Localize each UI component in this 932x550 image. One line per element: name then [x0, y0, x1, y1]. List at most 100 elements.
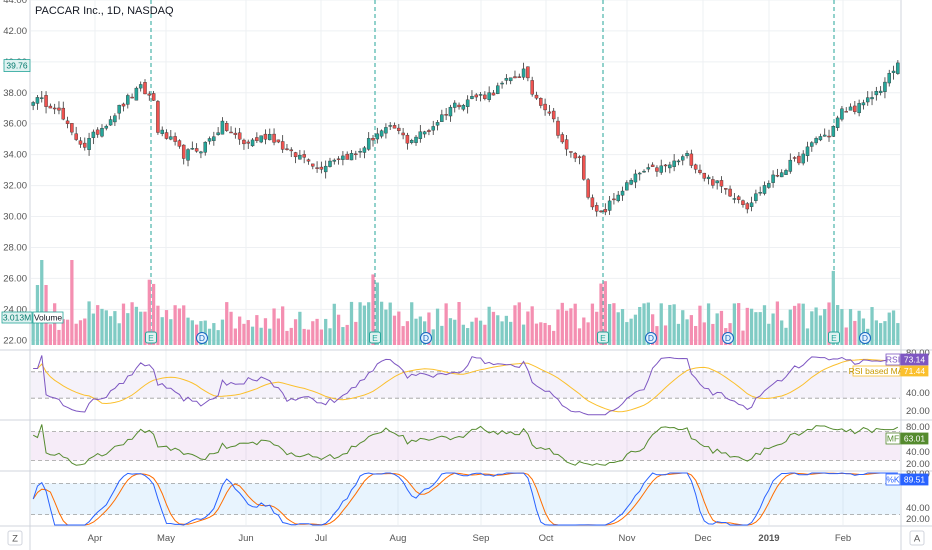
dividend-marker[interactable] — [420, 332, 432, 344]
volume-bar — [203, 320, 207, 345]
candle-body — [724, 188, 728, 190]
stoch-d-line — [32, 472, 898, 526]
candle-body — [100, 127, 104, 137]
candle-body — [616, 194, 620, 202]
volume-bar — [31, 314, 35, 345]
candle-body — [539, 98, 543, 106]
volume-bar — [414, 318, 418, 345]
candle-body — [599, 210, 603, 213]
candle-body — [414, 136, 418, 143]
volume-bar — [500, 321, 504, 345]
candle-body — [293, 152, 298, 158]
candle-body — [483, 94, 487, 99]
candle-body — [117, 104, 121, 114]
earnings-marker[interactable] — [828, 331, 840, 344]
volume-bar — [642, 303, 646, 345]
volume-bar — [448, 318, 453, 345]
volume-bar — [814, 307, 818, 345]
volume-bar — [431, 329, 435, 345]
volume-bar — [194, 324, 199, 345]
candle-body — [487, 92, 491, 100]
volume-bar — [319, 329, 324, 345]
candle-body — [508, 77, 513, 82]
volume-bar — [715, 313, 719, 345]
volume-bar — [53, 303, 57, 345]
candle-body — [422, 131, 427, 135]
candle-body — [151, 93, 156, 101]
time-tick-label: Oct — [539, 533, 554, 544]
volume-bar — [263, 318, 268, 345]
volume-bar — [835, 305, 840, 345]
candle-body — [891, 70, 896, 73]
volume-bar — [362, 305, 367, 345]
volume-bar — [48, 324, 52, 345]
stoch-tick-label: 40.00 — [906, 503, 930, 514]
candle-body — [427, 130, 431, 132]
candle-body — [745, 203, 750, 210]
time-axis: Apr May Jun Jul Aug Sep Oct Nov Dec 2019 Feb — [88, 533, 852, 544]
indicator-value-label: 73.14 — [904, 355, 926, 365]
earnings-marker[interactable] — [597, 331, 609, 344]
dividend-marker[interactable] — [859, 332, 871, 344]
volume-bar — [207, 328, 212, 345]
earnings-marker[interactable] — [369, 331, 381, 344]
candle-body — [74, 133, 78, 140]
volume-bar — [156, 305, 160, 345]
candle-body — [31, 102, 35, 106]
volume-bar — [457, 301, 461, 345]
zoom-button[interactable] — [7, 530, 23, 546]
dividend-marker[interactable] — [645, 332, 657, 344]
candle-body — [147, 93, 152, 96]
volume-bar — [276, 318, 280, 345]
rsi-line — [33, 355, 898, 416]
candle-body — [827, 135, 831, 138]
price-tick-label: 44.00 — [3, 0, 27, 6]
volume-bar — [737, 303, 741, 345]
volume-bar — [281, 306, 285, 345]
candle-body — [52, 107, 57, 110]
volume-bar — [771, 313, 775, 345]
candle-body — [143, 82, 147, 95]
volume-bar — [582, 317, 586, 345]
volume-bar — [302, 328, 306, 345]
candle-body — [771, 174, 775, 183]
candle-body — [285, 148, 289, 150]
candle-body — [676, 160, 681, 163]
volume-bar — [349, 301, 354, 345]
candle-body — [573, 152, 577, 159]
volume-bar — [285, 330, 289, 345]
dividend-marker[interactable] — [722, 332, 734, 344]
candle-body — [749, 202, 754, 207]
candle-body — [521, 68, 526, 78]
candle-body — [199, 151, 203, 154]
volume-bar — [113, 311, 117, 345]
candle-body — [418, 131, 423, 139]
dividend-marker[interactable] — [196, 332, 208, 344]
stoch-band — [31, 483, 900, 515]
candle-body — [612, 198, 616, 201]
time-tick-label: Feb — [835, 533, 851, 544]
mfi-tick-label: 40.00 — [906, 447, 930, 458]
volume-bar — [685, 319, 689, 345]
candle-body — [526, 66, 530, 79]
candle-body — [500, 82, 504, 85]
candle-body — [87, 138, 91, 150]
dividend-marker-label: D — [648, 333, 654, 343]
volume-bar — [160, 317, 164, 345]
volume-bar — [164, 310, 169, 345]
auto-scale-button[interactable] — [909, 530, 925, 546]
mfi-tick-label: 80.00 — [906, 422, 930, 433]
volume-bar — [504, 315, 509, 345]
earnings-marker[interactable] — [145, 331, 157, 344]
indicator-name-label: MF — [887, 434, 899, 444]
volume-bar — [857, 310, 861, 345]
volume-bar — [848, 309, 853, 345]
volume-bar — [74, 323, 78, 345]
price-tick-label: 32.00 — [3, 181, 27, 192]
volume-value-label: 3.013M — [3, 313, 31, 323]
volume-bar — [539, 322, 543, 345]
time-tick-label: Nov — [619, 533, 636, 544]
indicator-name-tag — [885, 353, 901, 366]
